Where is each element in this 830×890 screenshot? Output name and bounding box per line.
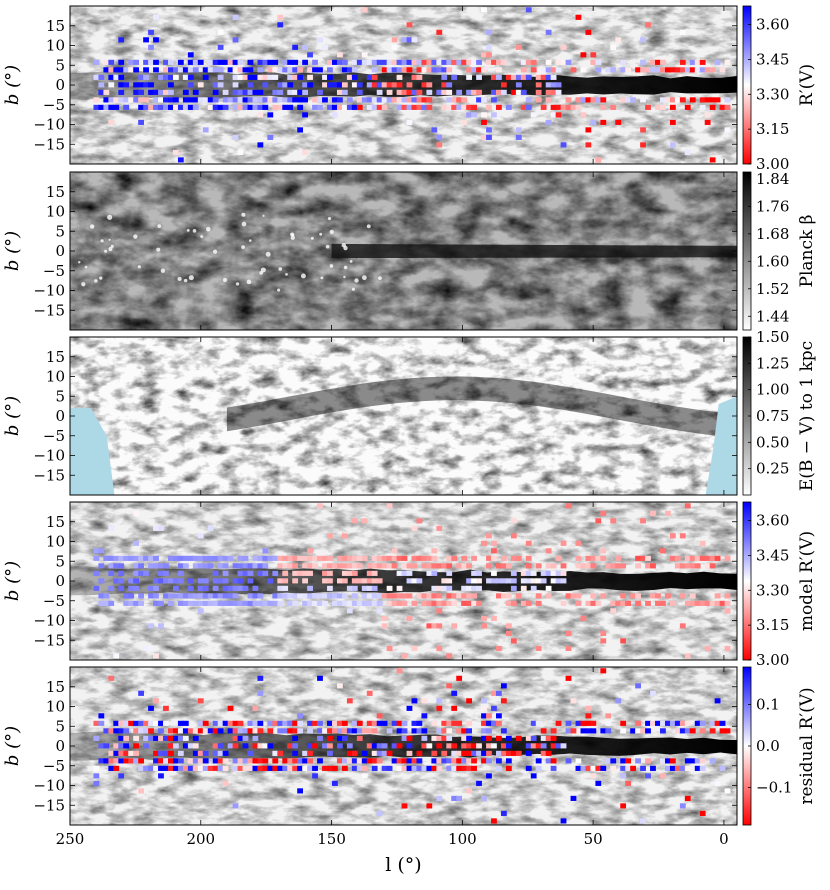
y-tick-label: −5 bbox=[43, 427, 65, 445]
y-axis-label: b (°) bbox=[2, 231, 23, 271]
y-tick-label: 15 bbox=[46, 348, 65, 366]
y-axis-label: b (°) bbox=[2, 65, 23, 105]
y-tick-label: −5 bbox=[43, 262, 65, 280]
y-tick-label: −5 bbox=[43, 757, 65, 775]
y-tick-label: 5 bbox=[55, 717, 65, 735]
x-tick-label: 150 bbox=[317, 830, 346, 848]
colorbar-tick-label: 1.50 bbox=[756, 328, 789, 346]
panel-3: 15 105 0 −5 −10−15 b (°) 0.25 0.50 0.75 1.00 1.25 1… bbox=[2, 328, 817, 496]
colorbar-tick-label: 3.15 bbox=[756, 120, 789, 138]
colorbar-tick-label: 0.25 bbox=[756, 460, 789, 478]
y-tick-label: 10 bbox=[46, 698, 65, 716]
colorbar-label: residual R′(V) bbox=[797, 687, 817, 804]
panel-image-5 bbox=[70, 667, 737, 825]
colorbar-tick-label: 1.00 bbox=[756, 381, 789, 399]
colorbar-tick-label: 3.60 bbox=[756, 512, 789, 530]
panel-image-2 bbox=[70, 172, 737, 330]
colorbar: 3.00 3.15 3.30 3.45 3.60 model R′(V) bbox=[742, 501, 817, 669]
y-tick-label: −10 bbox=[33, 777, 65, 795]
y-tick-label: 0 bbox=[55, 737, 65, 755]
y-tick-label: 15 bbox=[46, 513, 65, 531]
y-tick-label: 10 bbox=[46, 533, 65, 551]
y-tick-label: 5 bbox=[55, 222, 65, 240]
colorbar-tick-label: 1.25 bbox=[756, 354, 789, 372]
colorbar-tick-label: 1.84 bbox=[756, 170, 789, 188]
colorbar-tick-label: 3.45 bbox=[756, 546, 789, 564]
y-tick-label: 15 bbox=[46, 183, 65, 201]
y-tick-label: −5 bbox=[43, 96, 65, 114]
colorbar-label: R′(V) bbox=[797, 64, 817, 106]
colorbar: 1.44 1.52 1.60 1.68 1.76 1.84 Planck β bbox=[742, 170, 817, 331]
colorbar-tick-label: 0.1 bbox=[756, 695, 780, 713]
y-axis-label: b (°) bbox=[2, 396, 23, 436]
colorbar-tick-label: −0.1 bbox=[756, 779, 792, 797]
y-tick-label: −15 bbox=[33, 135, 65, 153]
y-tick-label: 5 bbox=[55, 56, 65, 74]
panel-image-3 bbox=[70, 337, 737, 495]
colorbar-tick-label: 1.68 bbox=[756, 225, 789, 243]
colorbar: −0.1 0.0 0.1 residual R′(V) bbox=[742, 666, 817, 826]
colorbar-tick-label: 1.76 bbox=[756, 197, 789, 215]
colorbar: 3.00 3.15 3.30 3.45 3.60 R′(V) bbox=[742, 5, 817, 173]
panel-image-4 bbox=[70, 502, 737, 660]
colorbar-label: model R′(V) bbox=[797, 531, 817, 631]
y-tick-label: −10 bbox=[33, 447, 65, 465]
y-tick-label: 15 bbox=[46, 678, 65, 696]
colorbar-tick-label: 1.44 bbox=[756, 307, 789, 325]
colorbar-tick-label: 3.45 bbox=[756, 50, 789, 68]
y-tick-label: −10 bbox=[33, 116, 65, 134]
x-tick-label: 100 bbox=[448, 830, 477, 848]
y-axis-label: b (°) bbox=[2, 561, 23, 601]
y-tick-label: −15 bbox=[33, 301, 65, 319]
x-axis-label: l (°) bbox=[385, 854, 421, 876]
colorbar-label: E(B − V) to 1 kpc bbox=[797, 341, 817, 491]
colorbar: 0.25 0.50 0.75 1.00 1.25 1.50 E(B − V) to 1 kp… bbox=[742, 328, 817, 496]
colorbar-tick-label: 3.00 bbox=[756, 155, 789, 173]
panel-1: 15 105 0 −5 −10−15 b (°) 3.00 3.15 3.30 3.45 3.60 R… bbox=[2, 5, 817, 173]
colorbar-tick-label: 1.60 bbox=[756, 252, 789, 270]
colorbar-tick-label: 1.52 bbox=[756, 280, 789, 298]
y-tick-label: 0 bbox=[55, 76, 65, 94]
y-tick-label: −5 bbox=[43, 592, 65, 610]
x-tick-label: 0 bbox=[719, 830, 729, 848]
colorbar-tick-label: 3.60 bbox=[756, 16, 789, 34]
colorbar-tick-label: 3.30 bbox=[756, 85, 789, 103]
colorbar-tick-label: 3.15 bbox=[756, 616, 789, 634]
panel-image-1 bbox=[70, 6, 737, 164]
colorbar-tick-label: 3.30 bbox=[756, 581, 789, 599]
y-tick-label: 15 bbox=[46, 17, 65, 35]
y-tick-label: −10 bbox=[33, 282, 65, 300]
panel-4: 15 105 0 −5 −10−15 b (°) 3.00 3.15 3.30 3.45 3.60 m… bbox=[2, 501, 817, 669]
colorbar-tick-label: 0.0 bbox=[756, 737, 780, 755]
y-tick-label: −10 bbox=[33, 612, 65, 630]
colorbar-tick-label: 0.75 bbox=[756, 407, 789, 425]
colorbar-label: Planck β bbox=[797, 214, 817, 287]
y-tick-label: 0 bbox=[55, 572, 65, 590]
y-tick-label: −15 bbox=[33, 466, 65, 484]
y-tick-label: 0 bbox=[55, 407, 65, 425]
y-axis-label: b (°) bbox=[2, 726, 23, 766]
y-tick-label: −15 bbox=[33, 631, 65, 649]
colorbar-tick-label: 0.50 bbox=[756, 433, 789, 451]
y-tick-label: 0 bbox=[55, 242, 65, 260]
y-tick-label: 10 bbox=[46, 203, 65, 221]
y-tick-label: 10 bbox=[46, 37, 65, 55]
colorbar-tick-label: 3.00 bbox=[756, 651, 789, 669]
y-tick-label: 10 bbox=[46, 368, 65, 386]
y-tick-label: 5 bbox=[55, 552, 65, 570]
x-tick-label: 250 bbox=[56, 830, 85, 848]
y-tick-label: −15 bbox=[33, 796, 65, 814]
y-tick-label: 5 bbox=[55, 387, 65, 405]
x-tick-label: 50 bbox=[584, 830, 603, 848]
x-tick-label: 200 bbox=[186, 830, 215, 848]
